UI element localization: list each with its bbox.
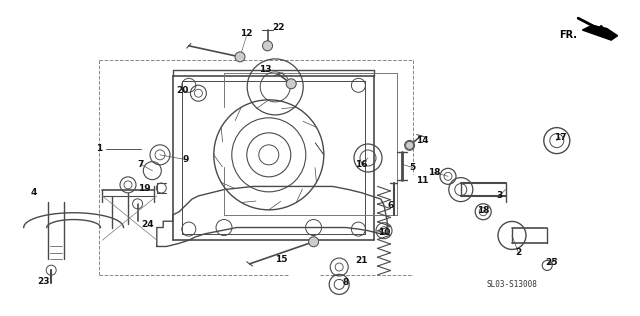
Text: 15: 15 [275, 255, 288, 264]
Text: 6: 6 [387, 201, 394, 210]
Text: 14: 14 [416, 136, 429, 145]
Text: 12: 12 [240, 29, 253, 38]
Circle shape [286, 79, 296, 89]
Text: 11: 11 [416, 176, 429, 185]
Text: 9: 9 [182, 155, 189, 164]
Text: SL03-S13008: SL03-S13008 [486, 280, 538, 289]
Text: 21: 21 [355, 256, 368, 265]
Text: 18: 18 [477, 206, 490, 215]
Text: 23: 23 [37, 277, 50, 286]
Text: 22: 22 [272, 23, 285, 32]
Circle shape [406, 141, 413, 149]
Text: 13: 13 [259, 65, 272, 74]
Text: 8: 8 [342, 278, 349, 287]
Text: 1: 1 [96, 144, 102, 153]
Polygon shape [582, 25, 618, 40]
Text: 17: 17 [554, 133, 566, 142]
Circle shape [235, 52, 245, 62]
Text: 18: 18 [428, 168, 440, 177]
Circle shape [308, 237, 319, 247]
Circle shape [262, 41, 273, 51]
Circle shape [404, 140, 415, 150]
Text: 20: 20 [176, 86, 189, 94]
Text: 16: 16 [355, 160, 368, 169]
Text: 3: 3 [496, 191, 502, 200]
Text: 7: 7 [138, 160, 144, 169]
Text: 25: 25 [545, 258, 558, 267]
Text: FR.: FR. [559, 30, 577, 40]
Text: 19: 19 [138, 184, 150, 192]
Text: 10: 10 [378, 228, 390, 237]
Text: 2: 2 [515, 248, 522, 257]
Text: 5: 5 [410, 163, 416, 172]
Text: 24: 24 [141, 220, 154, 229]
Text: 4: 4 [30, 188, 36, 197]
